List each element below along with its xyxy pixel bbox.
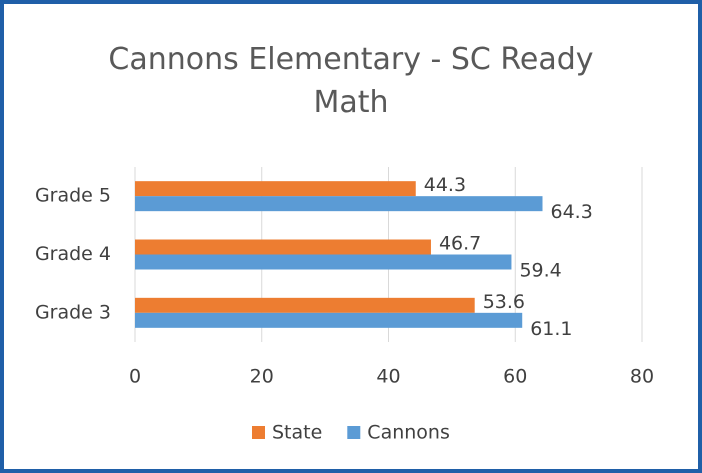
chart-title: Cannons Elementary - SC Ready Math — [108, 42, 594, 120]
bar — [135, 181, 416, 197]
x-tick-label: 60 — [503, 366, 527, 388]
legend-swatch — [252, 426, 265, 439]
x-tick-label: 20 — [250, 366, 274, 388]
legend-label: State — [272, 422, 322, 444]
data-label: 44.3 — [424, 174, 466, 196]
data-label: 59.4 — [519, 260, 561, 282]
y-tick-label: Grade 3 — [35, 301, 111, 323]
bar — [135, 297, 475, 313]
x-tick-label: 80 — [630, 366, 654, 388]
x-tick-label: 0 — [129, 366, 141, 388]
bar — [135, 239, 431, 255]
legend-label: Cannons — [367, 422, 450, 444]
x-tick-label: 40 — [376, 366, 400, 388]
data-label: 53.6 — [483, 291, 525, 313]
y-tick-label: Grade 5 — [35, 185, 111, 207]
legend-swatch — [347, 426, 361, 439]
bar — [135, 196, 543, 212]
data-label: 64.3 — [551, 201, 593, 223]
bar — [135, 254, 512, 270]
data-label: 61.1 — [530, 318, 572, 340]
data-label: 46.7 — [439, 233, 481, 255]
y-tick-label: Grade 4 — [35, 243, 111, 265]
bar — [135, 312, 523, 328]
